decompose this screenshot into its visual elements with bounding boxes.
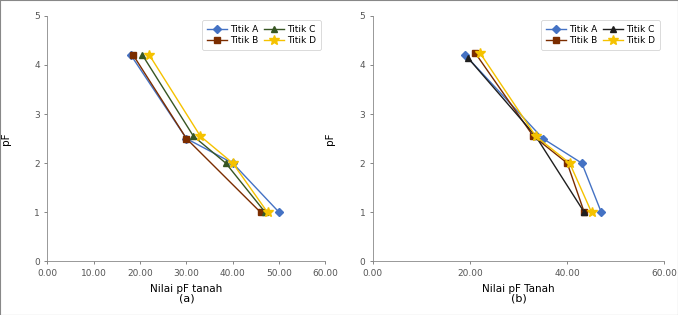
Line: Titik C: Titik C — [139, 52, 268, 216]
Titik B — [563, 161, 572, 165]
Titik C — [464, 56, 472, 60]
Titik A — [182, 137, 191, 140]
Line: Titik A: Titik A — [462, 52, 604, 215]
Titik C — [222, 161, 230, 165]
Titik B — [580, 210, 589, 214]
Y-axis label: pF: pF — [325, 132, 335, 145]
Line: Titik D: Titik D — [144, 50, 273, 217]
Titik B — [129, 53, 137, 57]
X-axis label: Nilai pF tanah: Nilai pF tanah — [151, 284, 222, 294]
Titik D — [228, 161, 237, 165]
Titik A — [597, 210, 605, 214]
Text: (a): (a) — [178, 293, 195, 303]
Titik B — [471, 51, 479, 54]
Titik D — [587, 210, 595, 214]
Text: (b): (b) — [511, 293, 527, 303]
Titik B — [182, 137, 191, 140]
Titik A — [461, 53, 469, 57]
Titik C — [189, 134, 197, 138]
Titik C — [532, 134, 540, 138]
Titik B — [256, 210, 264, 214]
Titik C — [138, 53, 146, 57]
Titik D — [532, 134, 540, 138]
Y-axis label: pF: pF — [1, 132, 12, 145]
Line: Titik D: Titik D — [475, 48, 597, 217]
Line: Titik B: Titik B — [130, 52, 263, 215]
Titik C — [261, 210, 269, 214]
Titik D — [264, 210, 272, 214]
Titik D — [565, 161, 574, 165]
Titik A — [275, 210, 283, 214]
Titik B — [529, 134, 537, 138]
Titik D — [145, 53, 153, 57]
Titik A — [539, 137, 547, 140]
Line: Titik A: Titik A — [128, 52, 282, 215]
Legend: Titik A, Titik B, Titik C, Titik D: Titik A, Titik B, Titik C, Titik D — [541, 20, 660, 50]
Titik D — [476, 51, 484, 54]
Line: Titik C: Titik C — [464, 54, 588, 216]
X-axis label: Nilai pF Tanah: Nilai pF Tanah — [482, 284, 555, 294]
Titik A — [127, 53, 135, 57]
Titik D — [197, 134, 205, 138]
Legend: Titik A, Titik B, Titik C, Titik D: Titik A, Titik B, Titik C, Titik D — [202, 20, 321, 50]
Titik A — [228, 161, 237, 165]
Line: Titik B: Titik B — [472, 50, 587, 215]
Titik A — [578, 161, 586, 165]
Titik C — [580, 210, 589, 214]
